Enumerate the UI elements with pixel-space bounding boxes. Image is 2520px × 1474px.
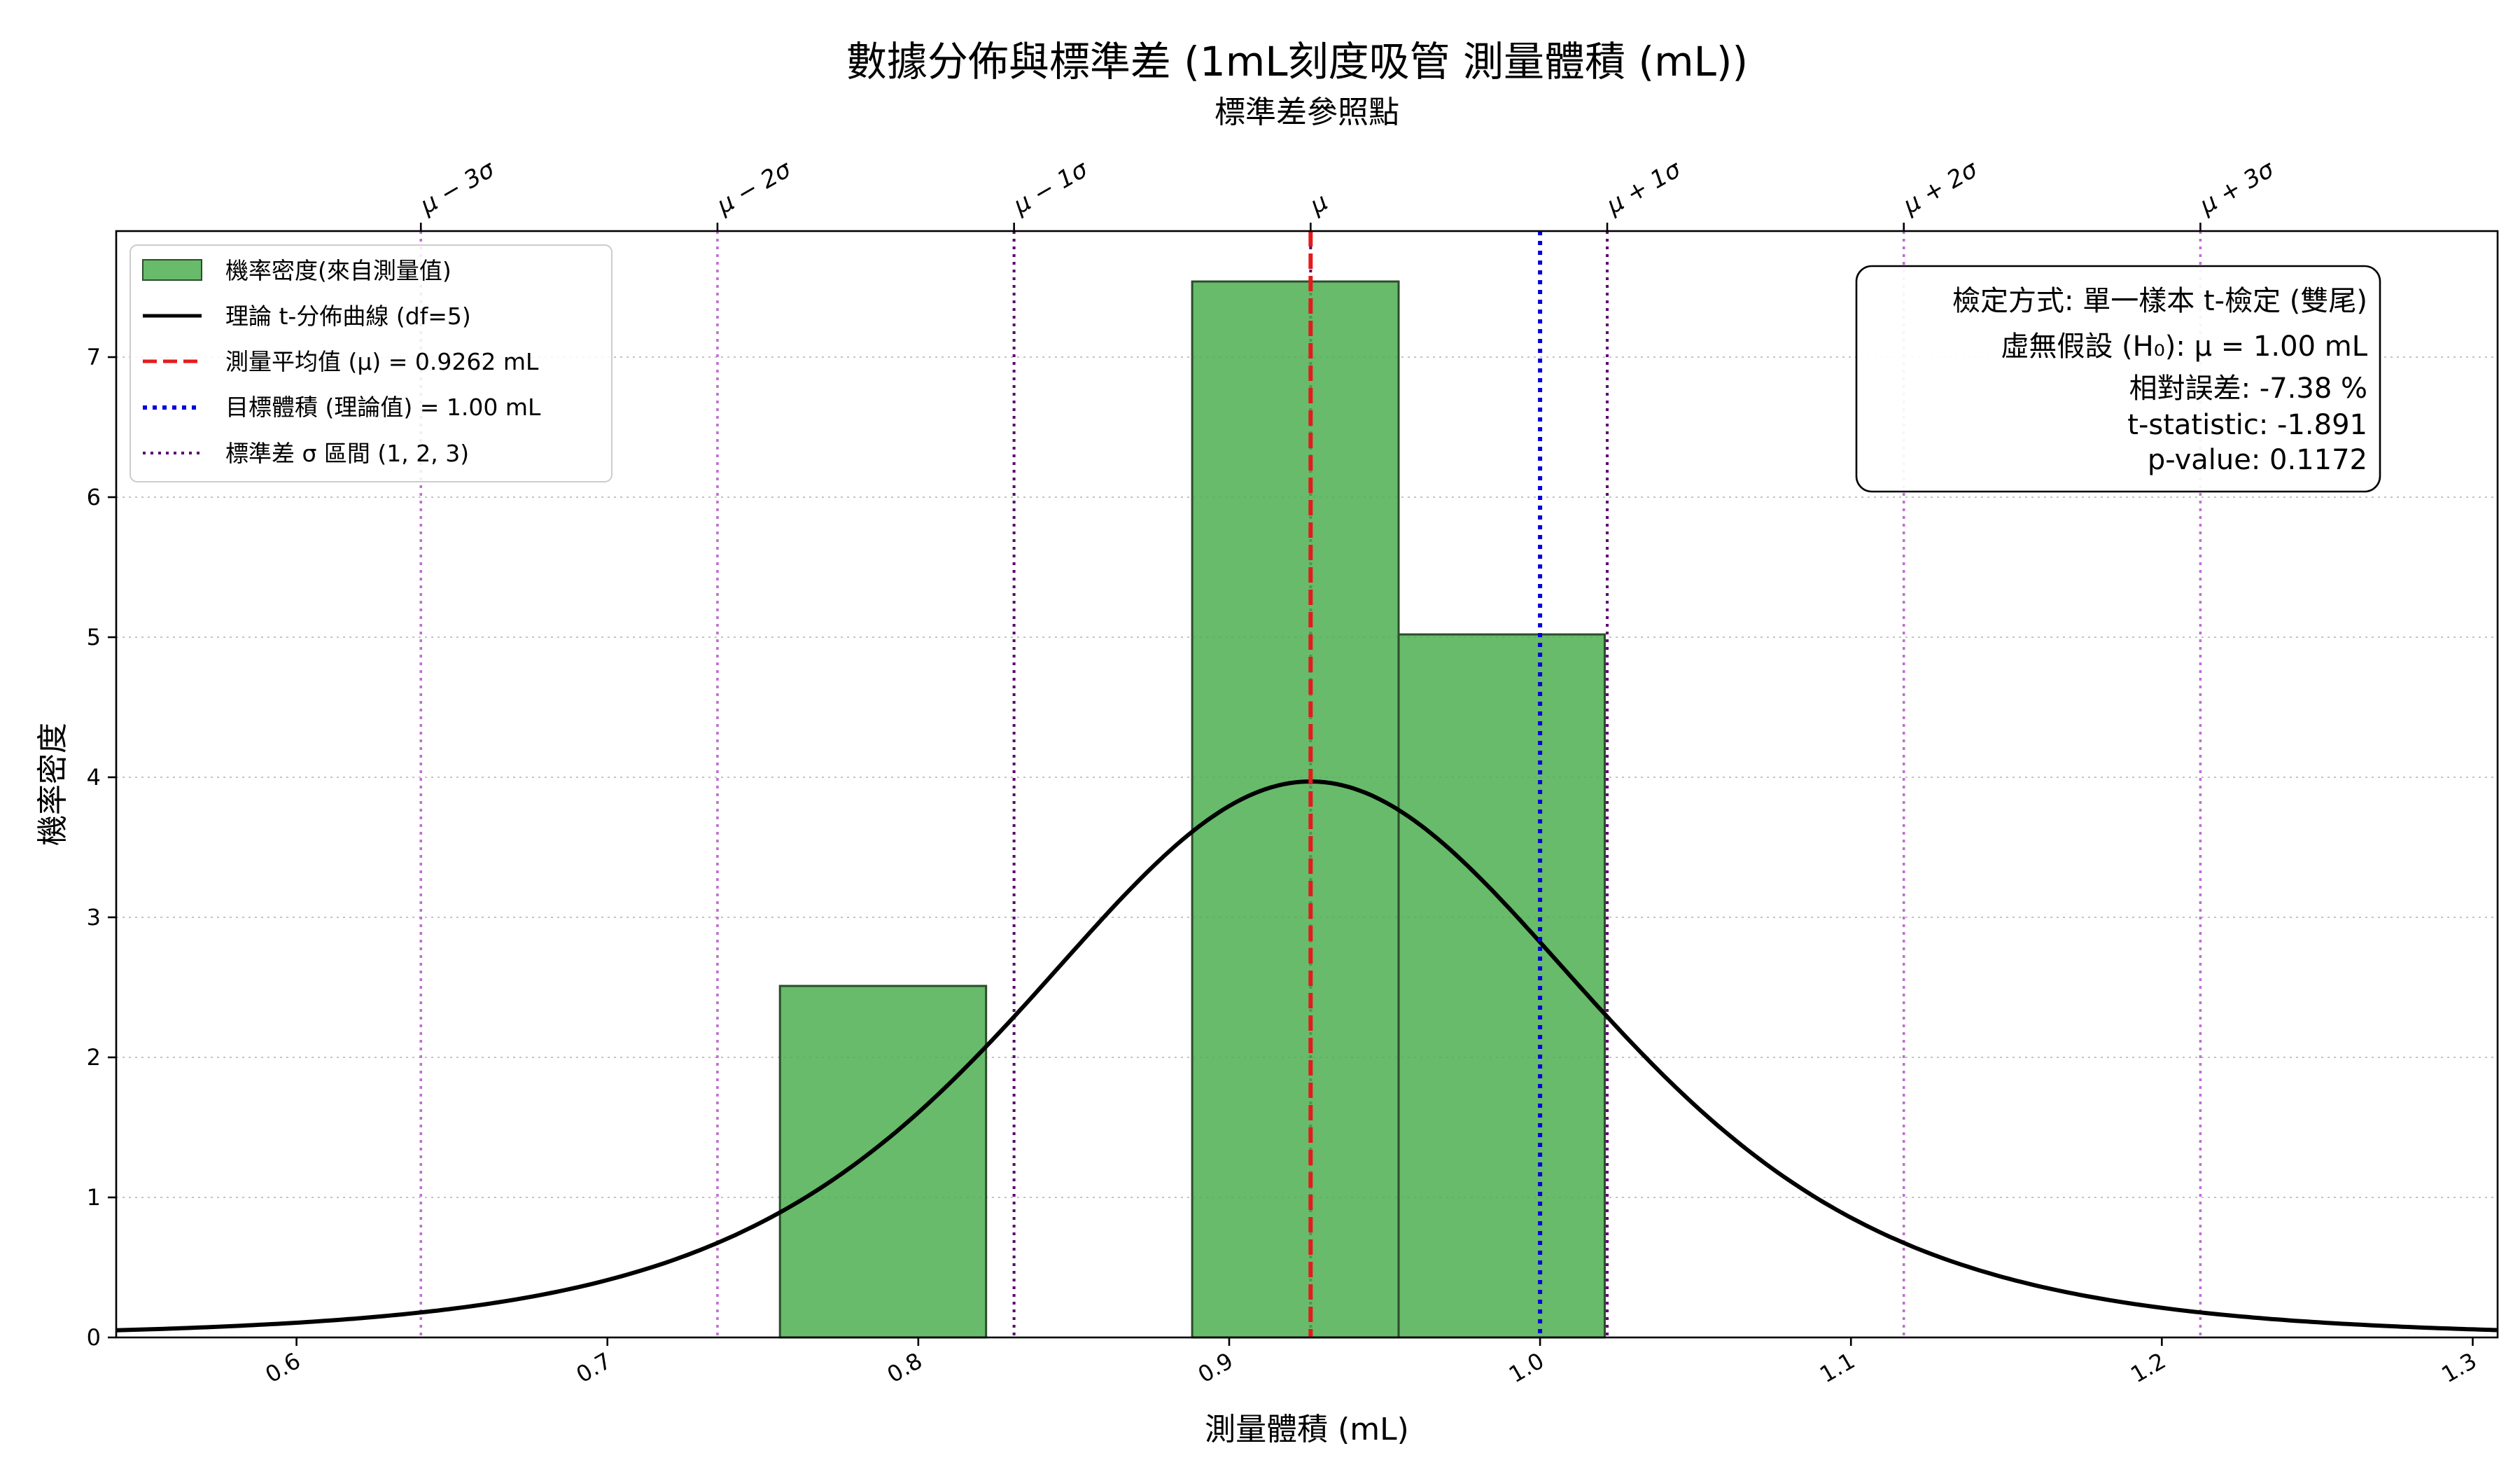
y-tick-label: 7 — [87, 344, 101, 370]
reference-lines — [1308, 231, 1543, 1337]
chart-title: 數據分佈與標準差 (1mL刻度吸管 測量體積 (mL)) — [846, 38, 1748, 85]
histogram-bar — [1397, 633, 1606, 1339]
y-tick-label: 4 — [87, 764, 101, 791]
stats-line-p-value: p-value: 0.1172 — [2148, 444, 2367, 476]
y-tick-label: 3 — [87, 904, 101, 931]
legend-frame — [130, 244, 612, 482]
t-curve-layer — [115, 779, 2498, 1333]
stats-line-test-method: 檢定方式: 單一樣本 t-檢定 (雙尾) — [1952, 285, 2367, 317]
histogram-bar — [778, 985, 988, 1339]
legend-label-t-curve: 理論 t-分佈曲線 (df=5) — [225, 303, 471, 330]
top-axis-label: 標準差參照點 — [1214, 95, 1399, 130]
y-axis-ticks: 0 1 2 3 4 5 6 7 — [87, 344, 116, 1351]
y-tick-label: 2 — [87, 1044, 101, 1071]
y-axis-label: 機率密度 — [35, 723, 71, 846]
legend-label-histogram: 機率密度(來自測量值) — [225, 257, 451, 284]
legend-swatch-histogram — [142, 259, 202, 281]
stats-line-relative-error: 相對誤差: -7.38 % — [2129, 373, 2367, 405]
plot-frame — [115, 230, 2499, 1339]
y-tick-label: 1 — [87, 1184, 101, 1211]
y-tick-label: 6 — [87, 484, 101, 510]
y-tick-label: 5 — [87, 624, 101, 651]
legend-label-sigma: 標準差 σ 區間 (1, 2, 3) — [225, 440, 469, 467]
legend-label-mean: 測量平均值 (μ) = 0.9262 mL — [225, 348, 539, 375]
legend: 機率密度(來自測量值) 理論 t-分佈曲線 (df=5) 測量平均值 (μ) =… — [130, 244, 612, 482]
legend-label-target: 目標體積 (理論值) = 1.00 mL — [225, 394, 541, 421]
stats-box-frame — [1855, 265, 2381, 493]
t-distribution-curve — [115, 779, 2498, 1333]
stats-line-null-hypothesis: 虛無假設 (H₀): μ = 1.00 mL — [2001, 331, 2367, 363]
stats-line-t-statistic: t-statistic: -1.891 — [2127, 409, 2367, 441]
y-tick-label: 0 — [87, 1324, 101, 1351]
x-axis-label: 測量體積 (mL) — [1205, 1412, 1409, 1447]
stats-box: 檢定方式: 單一樣本 t-檢定 (雙尾) 虛無假設 (H₀): μ = 1.00… — [1855, 265, 2381, 493]
